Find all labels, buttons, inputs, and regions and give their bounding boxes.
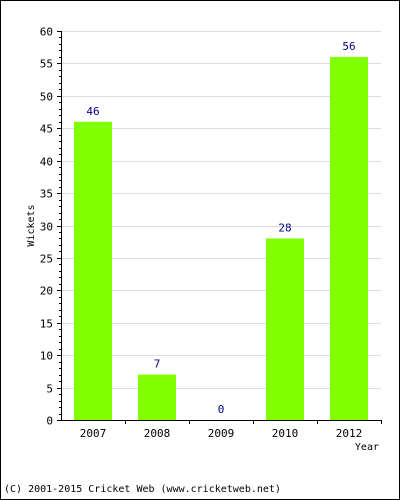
grid-lines — [61, 31, 381, 389]
bar-2012 — [330, 56, 368, 420]
y-tick-label: 45 — [40, 123, 53, 136]
y-tick-labels: 0 5 10 15 20 25 30 35 40 45 50 55 60 — [40, 26, 53, 428]
y-tick-label: 5 — [46, 383, 53, 396]
x-tick-label: 2012 — [336, 427, 363, 440]
y-axis-label: Wickets — [26, 204, 37, 246]
copyright-footer: (C) 2001-2015 Cricket Web (www.cricketwe… — [4, 484, 281, 495]
y-tick-label: 35 — [40, 188, 53, 201]
data-label-2012: 56 — [342, 40, 355, 53]
y-tick-label: 50 — [40, 91, 53, 104]
bar-2007 — [74, 121, 112, 421]
y-tick-label: 25 — [40, 253, 53, 266]
x-tick-label: 2009 — [208, 427, 235, 440]
y-tick-label: 60 — [40, 26, 53, 39]
y-tick-label: 55 — [40, 58, 53, 71]
data-label-2010: 28 — [278, 221, 291, 234]
y-tick-label: 40 — [40, 156, 53, 169]
y-tick-label: 20 — [40, 285, 53, 298]
y-tick-label: 10 — [40, 350, 53, 363]
x-tick-label: 2008 — [144, 427, 171, 440]
x-tick-label: 2010 — [272, 427, 299, 440]
data-label-2007: 46 — [86, 105, 99, 118]
data-labels: 46 7 0 28 56 — [86, 40, 355, 416]
y-tick-label: 15 — [40, 318, 53, 331]
bar-2010 — [266, 238, 304, 420]
x-tick-labels: 2007 2008 2009 2010 2012 — [80, 427, 363, 440]
data-label-2009: 0 — [218, 403, 225, 416]
x-axis-label: Year — [355, 442, 379, 453]
bar-2008 — [138, 374, 176, 420]
data-label-2008: 7 — [154, 358, 161, 371]
y-tick-label: 30 — [40, 221, 53, 234]
axes — [57, 31, 382, 424]
y-tick-label: 0 — [46, 415, 53, 428]
bars — [74, 56, 368, 421]
x-tick-label: 2007 — [80, 427, 107, 440]
